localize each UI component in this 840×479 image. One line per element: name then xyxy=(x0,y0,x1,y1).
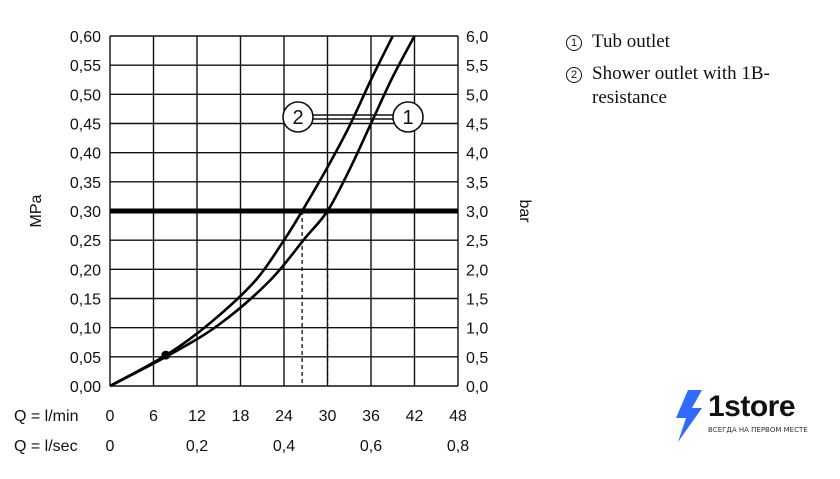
left-tick-label: 0,15 xyxy=(70,292,101,309)
curve-label-2: 2 xyxy=(292,107,303,129)
left-tick-label: 0,10 xyxy=(70,321,101,338)
right-tick-label: 0,0 xyxy=(466,379,488,396)
x-tick-label-lmin: 0 xyxy=(106,408,115,425)
right-tick-label: 2,0 xyxy=(466,262,488,279)
left-tick-label: 0,40 xyxy=(70,146,101,163)
curve-label-1: 1 xyxy=(402,107,413,129)
left-tick-label: 0,55 xyxy=(70,58,101,75)
legend-number-1: 1 xyxy=(566,35,582,51)
brand-logo: 1store ВСЕГДА НА ПЕРВОМ МЕСТЕ xyxy=(672,386,822,446)
brand-tagline: ВСЕГДА НА ПЕРВОМ МЕСТЕ xyxy=(708,426,808,434)
x-tick-label-lmin: 30 xyxy=(319,408,337,425)
x-tick-label-lmin: 6 xyxy=(149,408,158,425)
x-tick-label-lsec: 0,6 xyxy=(360,438,382,455)
x-tick-label-lsec: 0,4 xyxy=(273,438,295,455)
legend-text-2: Shower outlet with 1B-resistance xyxy=(592,63,770,108)
left-axis-label: MPa xyxy=(28,194,45,227)
right-axis-label: bar xyxy=(516,199,533,223)
curve-2 xyxy=(109,35,394,388)
legend-number-2: 2 xyxy=(566,67,582,83)
legend-text-1: Tub outlet xyxy=(592,31,670,52)
chart-curves: 12 xyxy=(109,35,458,388)
left-tick-label: 0,05 xyxy=(70,350,101,367)
right-tick-label: 5,0 xyxy=(466,87,488,104)
x-tick-label-lmin: 48 xyxy=(449,408,467,425)
brand-name: 1store xyxy=(708,390,796,423)
x-axis-label-lsec: Q = l/sec xyxy=(14,438,78,455)
right-tick-label: 4,5 xyxy=(466,117,488,134)
right-tick-label: 5,5 xyxy=(466,58,488,75)
left-tick-label: 0,35 xyxy=(70,175,101,192)
right-tick-label: 1,5 xyxy=(466,292,488,309)
x-tick-label-lmin: 12 xyxy=(188,408,206,425)
x-tick-label-lsec: 0,2 xyxy=(186,438,208,455)
legend: 1 Tub outlet 2 Shower outlet with 1B-res… xyxy=(566,30,826,118)
curve-label-2-circle xyxy=(282,101,314,133)
left-tick-label: 0,50 xyxy=(70,87,101,104)
right-tick-label: 3,0 xyxy=(466,204,488,221)
legend-item-1: 1 Tub outlet xyxy=(566,30,826,54)
right-tick-label: 4,0 xyxy=(466,146,488,163)
lightning-bolt-icon xyxy=(676,390,702,442)
legend-item-2: 2 Shower outlet with 1B-resistance xyxy=(566,62,826,110)
right-tick-label: 0,5 xyxy=(466,350,488,367)
right-tick-label: 1,0 xyxy=(466,321,488,338)
flow-pressure-chart: 12 0,00 0,00,05 0,50,10 1,00,15 1,50,20 2,00,… xyxy=(14,29,533,455)
x-tick-label-lmin: 36 xyxy=(362,408,380,425)
left-tick-label: 0,60 xyxy=(70,29,101,46)
left-tick-label: 0,30 xyxy=(70,204,101,221)
curve-label-1-circle xyxy=(392,101,424,133)
curve-junction-dot xyxy=(161,350,171,360)
right-tick-label: 3,5 xyxy=(466,175,488,192)
x-axis-label-lmin: Q = l/min xyxy=(14,408,78,425)
x-tick-label-lmin: 18 xyxy=(232,408,250,425)
left-tick-label: 0,25 xyxy=(70,233,101,250)
left-tick-label: 0,45 xyxy=(70,117,101,134)
x-tick-label-lmin: 42 xyxy=(406,408,424,425)
right-tick-label: 2,5 xyxy=(466,233,488,250)
curve-1 xyxy=(109,35,416,388)
right-tick-label: 6,0 xyxy=(466,29,488,46)
x-tick-label-lsec: 0 xyxy=(106,438,115,455)
x-tick-label-lmin: 24 xyxy=(275,408,293,425)
x-tick-label-lsec: 0,8 xyxy=(447,438,469,455)
left-tick-label: 0,00 xyxy=(70,379,101,396)
chart-labels: 0,00 0,00,05 0,50,10 1,00,15 1,50,20 2,00,25 2… xyxy=(14,29,533,455)
left-tick-label: 0,20 xyxy=(70,262,101,279)
